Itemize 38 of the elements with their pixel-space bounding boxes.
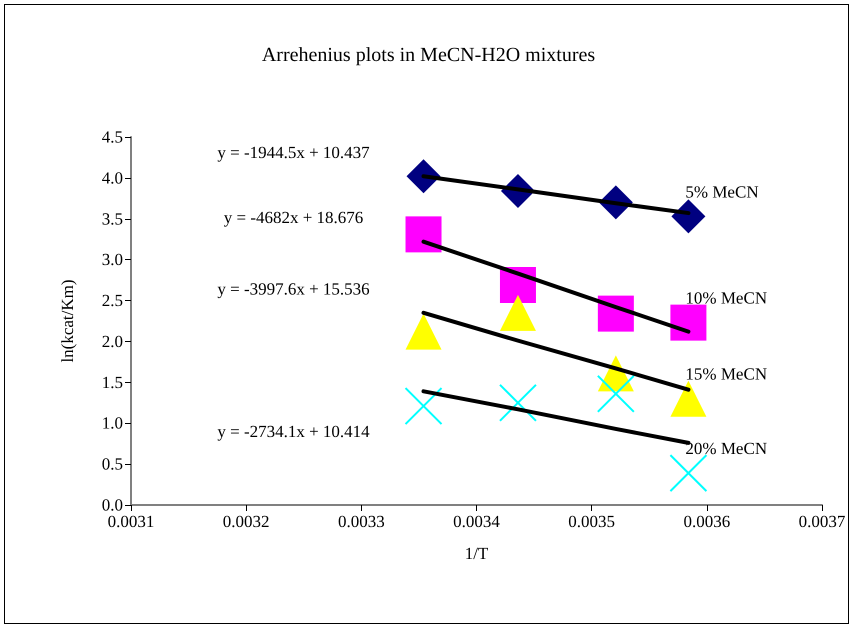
annotation: y = -1944.5x + 10.437 <box>217 142 370 162</box>
x-tick-label: 0.0035 <box>568 512 616 531</box>
y-tick-label: 1.5 <box>102 372 123 392</box>
series-label: 20% MeCN <box>685 439 768 458</box>
x-tick-label: 0.0037 <box>798 512 846 531</box>
y-tick-label: 3.0 <box>102 250 123 270</box>
x-axis-title: 1/T <box>464 544 489 563</box>
point <box>498 384 537 422</box>
point <box>404 387 443 426</box>
y-tick-label: 3.5 <box>102 209 123 228</box>
point <box>406 216 442 252</box>
point <box>500 294 536 331</box>
point <box>670 304 706 341</box>
series-label: 5% MeCN <box>685 182 759 202</box>
point <box>596 374 635 413</box>
annotation: y = -2734.1x + 10.414 <box>217 422 370 441</box>
y-tick-label: 1.0 <box>102 414 123 433</box>
y-tick-label: 0.5 <box>102 454 123 474</box>
y-tick-label: 2.0 <box>102 332 123 351</box>
x-tick-label: 0.0033 <box>338 512 385 531</box>
chart-title: Arrehenius plots in MeCN-H2O mixtures <box>262 44 596 66</box>
y-tick-label: 4.0 <box>102 168 123 188</box>
series-label: 10% MeCN <box>685 288 768 308</box>
point <box>671 199 706 234</box>
point <box>670 380 706 417</box>
x-tick-label: 0.0031 <box>108 512 154 531</box>
point <box>669 454 708 492</box>
x-tick-label: 0.0034 <box>453 512 500 531</box>
x-tick-label: 0.0032 <box>222 512 270 531</box>
y-tick-label: 4.5 <box>102 128 123 146</box>
y-axis-title: ln(kcat/Km) <box>58 279 77 363</box>
y-tick-label: 2.5 <box>102 291 123 310</box>
x-tick-label: 0.0036 <box>683 512 730 531</box>
y-tick-label: 0.0 <box>102 496 123 514</box>
annotation: y = -3997.6x + 15.536 <box>217 279 370 298</box>
point <box>406 314 442 350</box>
annotation: y = -4682x + 18.676 <box>224 208 364 228</box>
series-label: 15% MeCN <box>685 364 768 384</box>
